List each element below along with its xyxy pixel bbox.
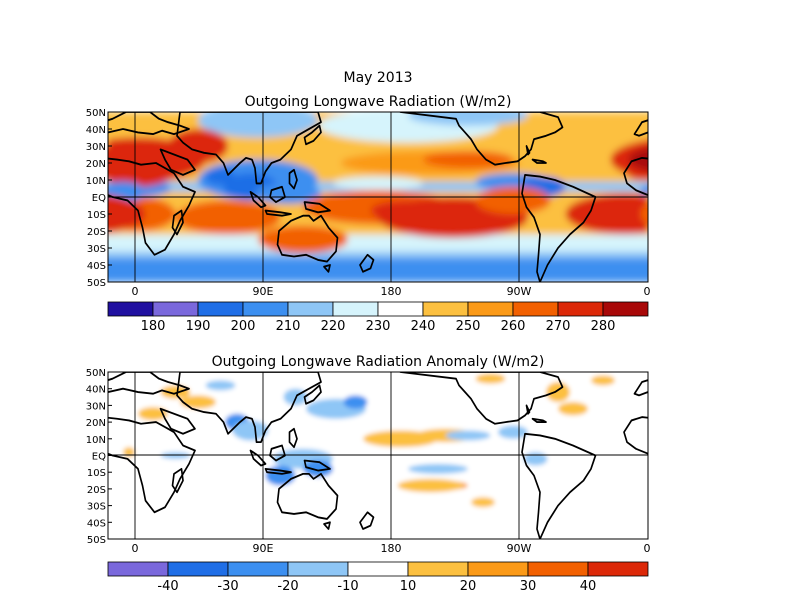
top-colorbar: 180 190 200 210 220 230 240 250 260 270 280: [107, 301, 649, 334]
colorbar-label: 240: [411, 319, 436, 334]
colorbar-label: -20: [277, 579, 298, 594]
lat-label: 30S: [87, 502, 106, 513]
colorbar-label: 260: [501, 319, 526, 334]
colorbar-label: 30: [520, 579, 537, 594]
colorbar-label: 20: [460, 579, 477, 594]
colorbar-label: 280: [591, 319, 616, 334]
colorbar-swatch: [332, 301, 379, 317]
colorbar-label: -40: [157, 579, 178, 594]
colorbar-swatch: [197, 301, 244, 317]
lon-label: 180: [381, 542, 402, 555]
colorbar-label: 230: [366, 319, 391, 334]
bottom-map-lat-labels: 50N 40N 30N 20N 10N EQ 10S 20S 30S 40S 50S: [86, 368, 112, 546]
lat-label: 40S: [87, 261, 106, 272]
colorbar-swatch: [242, 301, 289, 317]
colorbar-swatch: [527, 561, 589, 577]
colorbar-swatch: [377, 301, 424, 317]
colorbar-label: 190: [186, 319, 211, 334]
colorbar-swatch: [557, 301, 604, 317]
colorbar-swatch: [467, 301, 514, 317]
lat-label: EQ: [92, 452, 106, 463]
lon-label: 0: [644, 285, 651, 298]
colorbar-swatch: [347, 561, 409, 577]
figure-title: May 2013: [343, 70, 412, 86]
colorbar-label: 10: [400, 579, 417, 594]
lat-label: 20N: [86, 159, 106, 170]
top-map-lat-labels: 50N 40N 30N 20N 10N EQ 10S 20S 30S 40S 50S: [86, 108, 112, 289]
colorbar-swatch: [107, 301, 154, 317]
lat-label: 10N: [86, 176, 106, 187]
lat-label: 50S: [87, 278, 106, 289]
colorbar-label: 220: [321, 319, 346, 334]
colorbar-label: 40: [580, 579, 597, 594]
lat-label: 40S: [87, 518, 106, 529]
lat-label: 30S: [87, 244, 106, 255]
colorbar-label: -10: [337, 579, 358, 594]
bottom-map-lon-labels: 0 90E 180 90W 0: [132, 542, 651, 555]
olr-anomaly-map: 50N 40N 30N 20N 10N EQ 10S 20S 30S 40S 50S 0 90E 180…: [86, 368, 651, 594]
lon-label: 90E: [253, 542, 274, 555]
colorbar-swatch: [587, 561, 649, 577]
colorbar-swatch: [467, 561, 529, 577]
colorbar-swatch: [407, 561, 469, 577]
lat-label: EQ: [92, 193, 106, 204]
top-map-title: Outgoing Longwave Radiation (W/m2): [245, 94, 512, 110]
olr-total-map: 50N 40N 30N 20N 10N EQ 10S 20S 30S 40S 50S 0 90E 180…: [86, 108, 651, 334]
lat-label: 20S: [87, 227, 106, 238]
colorbar-swatch: [422, 301, 469, 317]
bottom-map-title: Outgoing Longwave Radiation Anomaly (W/m…: [212, 354, 545, 370]
lon-label: 90W: [507, 542, 532, 555]
bottom-colorbar: -40 -30 -20 -10 10 20 30 40: [107, 561, 649, 594]
lat-label: 30N: [86, 401, 106, 412]
lat-label: 10S: [87, 468, 106, 479]
lat-label: 40N: [86, 385, 106, 396]
lat-label: 50N: [86, 368, 106, 379]
lat-label: 20N: [86, 418, 106, 429]
colorbar-label: 200: [231, 319, 256, 334]
colorbar-swatch: [107, 561, 169, 577]
lon-label: 90W: [507, 285, 532, 298]
lat-label: 30N: [86, 142, 106, 153]
top-map-lon-labels: 0 90E 180 90W 0: [132, 285, 651, 298]
top-map-gridlines: [108, 112, 648, 282]
lat-label: 20S: [87, 485, 106, 496]
colorbar-swatch: [602, 301, 649, 317]
lat-label: 10S: [87, 210, 106, 221]
colorbar-swatch: [287, 561, 349, 577]
colorbar-label: 270: [546, 319, 571, 334]
lon-label: 0: [644, 542, 651, 555]
colorbar-label: 250: [456, 319, 481, 334]
colorbar-label: -30: [217, 579, 238, 594]
lon-label: 0: [132, 285, 139, 298]
colorbar-swatch: [287, 301, 334, 317]
lon-label: 90E: [253, 285, 274, 298]
lat-label: 10N: [86, 435, 106, 446]
colorbar-swatch: [167, 561, 229, 577]
lon-label: 0: [132, 542, 139, 555]
lon-label: 180: [381, 285, 402, 298]
lat-label: 40N: [86, 125, 106, 136]
colorbar-swatch: [512, 301, 559, 317]
bottom-map-gridlines: [108, 372, 648, 539]
colorbar-label: 210: [276, 319, 301, 334]
lat-label: 50S: [87, 535, 106, 546]
colorbar-swatch: [227, 561, 289, 577]
lat-label: 50N: [86, 108, 106, 119]
colorbar-swatch: [152, 301, 199, 317]
colorbar-label: 180: [141, 319, 166, 334]
